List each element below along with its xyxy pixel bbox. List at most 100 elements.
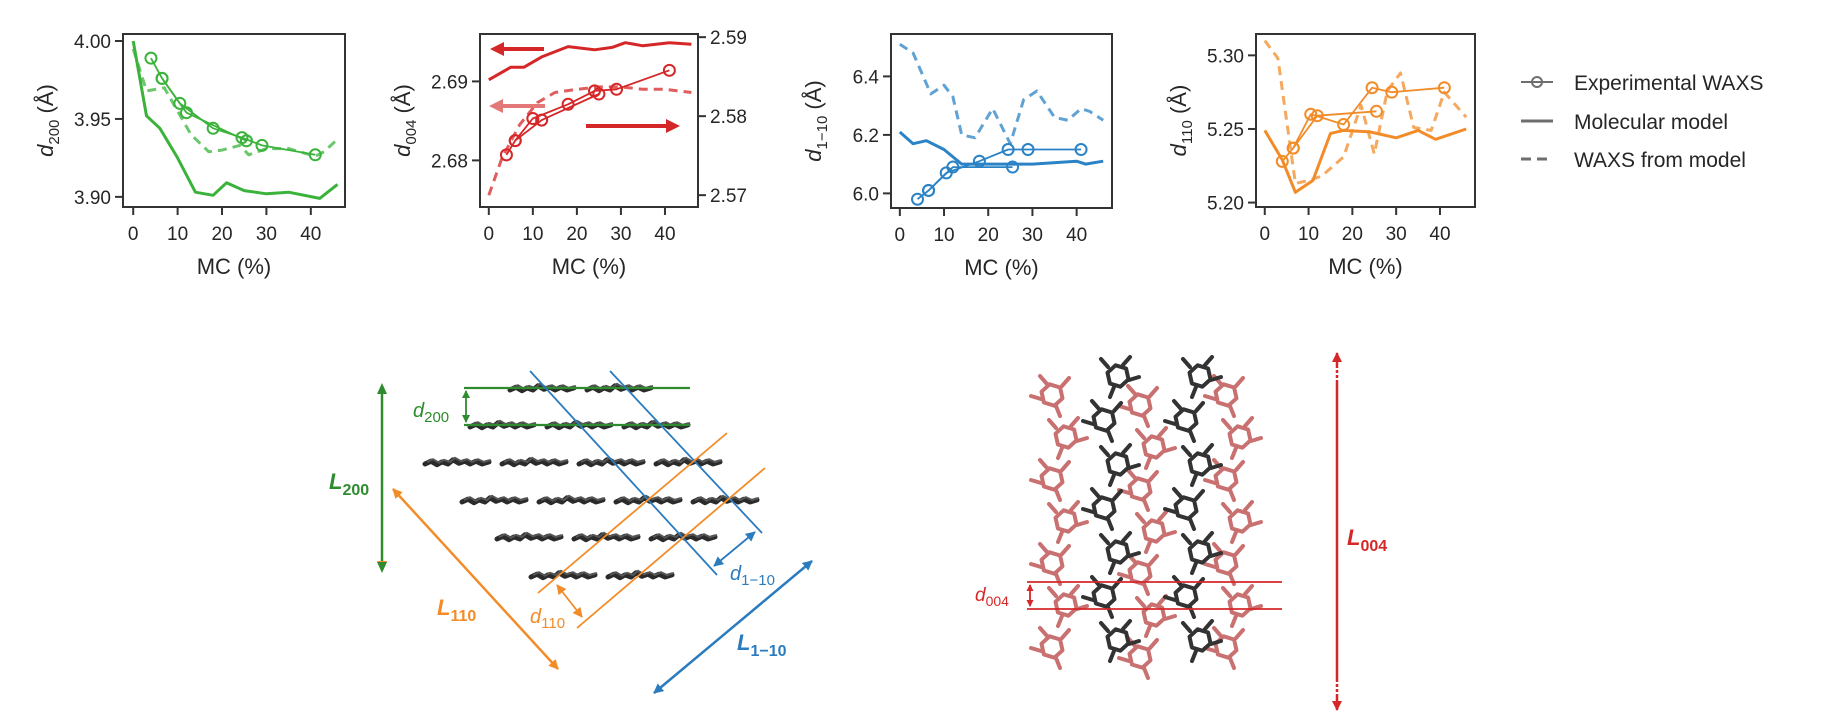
cellulose-chain bbox=[494, 531, 564, 543]
y-axis-label: d110 (Å) bbox=[1166, 85, 1196, 157]
front-chain-ring bbox=[1081, 399, 1123, 443]
data-point bbox=[946, 160, 960, 174]
x-tick-label: 20 bbox=[978, 225, 999, 246]
d1-10-arrow bbox=[713, 531, 756, 567]
d200-label: d200 bbox=[413, 400, 449, 426]
front-chain-ring bbox=[1163, 399, 1205, 443]
x-axis-label: MC (%) bbox=[964, 255, 1039, 280]
back-chain-ring bbox=[1029, 626, 1071, 670]
series-experimental-waxs bbox=[1292, 110, 1377, 149]
plot-frame bbox=[1255, 33, 1476, 208]
y-tick-label: 2.68 bbox=[431, 151, 468, 172]
data-point bbox=[239, 134, 253, 148]
series-molecular-model bbox=[131, 40, 339, 200]
back-chain-ring bbox=[1221, 584, 1263, 628]
cellulose-chain bbox=[499, 456, 569, 468]
front-chain-ring bbox=[1081, 575, 1123, 619]
y2-tick-label: 2.59 bbox=[710, 28, 747, 49]
y-tick-label: 5.20 bbox=[1207, 194, 1244, 215]
data-point bbox=[1006, 160, 1020, 174]
back-chain-ring bbox=[1135, 594, 1177, 638]
x-axis-label: MC (%) bbox=[552, 254, 627, 279]
x-tick-label: 20 bbox=[566, 224, 587, 245]
series-waxs-from-model bbox=[131, 48, 339, 158]
back-chain-ring bbox=[1117, 468, 1159, 512]
front-chain-ring bbox=[1099, 531, 1141, 575]
x-tick-label: 10 bbox=[522, 224, 543, 245]
legend-item-waxs-model: WAXS from model bbox=[1521, 149, 1746, 172]
chart-panel-d200: 0 10 20 30 40 3.90 3.95 4.00 MC (%) d200 (Å) bbox=[33, 32, 346, 279]
back-chain-ring bbox=[1203, 542, 1245, 586]
data-point bbox=[1021, 143, 1035, 157]
back-chain-ring bbox=[1203, 626, 1245, 670]
back-chain-ring bbox=[1221, 416, 1263, 460]
data-point bbox=[179, 106, 193, 120]
cellulose-chain bbox=[422, 456, 492, 468]
y-tick-label: 2.69 bbox=[431, 72, 468, 93]
y2-tick-label: 2.57 bbox=[710, 186, 747, 207]
data-point bbox=[155, 71, 169, 85]
front-chain-ring bbox=[1181, 619, 1223, 663]
x-tick-label: 10 bbox=[167, 224, 188, 245]
y-tick-label: 5.25 bbox=[1207, 120, 1244, 141]
series-molecular-model bbox=[1263, 127, 1467, 194]
front-chain-ring bbox=[1181, 355, 1223, 399]
series-waxs-from-model bbox=[1263, 39, 1468, 185]
glucose-ring-network bbox=[1029, 355, 1263, 680]
crystal-cross-section-diagram: d200 L200 d1−10 L1−10 d110 L110 bbox=[329, 370, 813, 694]
cellulose-chain bbox=[536, 494, 606, 506]
x-tick-label: 20 bbox=[1342, 224, 1363, 245]
y-tick-label: 6.0 bbox=[853, 184, 879, 205]
back-chain-ring bbox=[1047, 500, 1089, 544]
back-chain-ring bbox=[1203, 374, 1245, 418]
back-chain-ring bbox=[1029, 458, 1071, 502]
data-point bbox=[535, 113, 549, 127]
chart-panel-d1-10: 0 10 20 30 40 6.0 6.2 6.4 MC (%) d1−10 (Å) bbox=[801, 33, 1113, 280]
L1-10-arrow bbox=[653, 560, 813, 694]
x-tick-label: 30 bbox=[610, 224, 631, 245]
chart-panel-d110: 0 10 20 30 40 5.20 5.25 5.30 MC (%) d110 (Å) bbox=[1166, 33, 1476, 279]
plane-1-10-a bbox=[529, 370, 718, 576]
back-chain-ring bbox=[1221, 500, 1263, 544]
plot-frame bbox=[122, 33, 346, 208]
series-experimental-waxs bbox=[161, 77, 247, 142]
legend-label-experimental: Experimental WAXS bbox=[1574, 72, 1763, 95]
legend-item-experimental: Experimental WAXS bbox=[1521, 72, 1763, 95]
y-axis-label: d1−10 (Å) bbox=[801, 80, 831, 162]
x-tick-label: 40 bbox=[300, 224, 321, 245]
back-chain-ring bbox=[1117, 552, 1159, 596]
plane-1-10-b bbox=[609, 370, 763, 534]
series-waxs-from-model bbox=[898, 42, 1105, 146]
plane-110-b bbox=[576, 467, 766, 629]
series-group bbox=[898, 42, 1105, 206]
front-chain-ring bbox=[1181, 443, 1223, 487]
back-chain-ring bbox=[1117, 384, 1159, 428]
L004-label: L004 bbox=[1347, 525, 1387, 555]
y2-tick-label: 2.58 bbox=[710, 107, 747, 128]
front-chain-ring bbox=[1163, 487, 1205, 531]
x-axis-label: MC (%) bbox=[197, 254, 272, 279]
back-chain-ring bbox=[1029, 542, 1071, 586]
x-tick-label: 40 bbox=[1066, 225, 1087, 246]
axis-indicator-arrow bbox=[489, 99, 545, 113]
data-point bbox=[1001, 143, 1015, 157]
plane-110-a bbox=[537, 432, 728, 594]
series-group bbox=[487, 41, 692, 196]
front-chain-ring bbox=[1081, 487, 1123, 531]
back-chain-ring bbox=[1047, 584, 1089, 628]
L110-label: L110 bbox=[437, 595, 476, 625]
front-chain-ring bbox=[1099, 355, 1141, 399]
d1-10-label: d1−10 bbox=[730, 563, 775, 589]
plot-frame bbox=[890, 33, 1113, 209]
y-tick-label: 6.2 bbox=[853, 126, 879, 147]
x-tick-label: 0 bbox=[128, 224, 139, 245]
L200-arrowhead-top bbox=[377, 383, 387, 394]
L110-arrow bbox=[392, 488, 559, 670]
series-experimental-waxs bbox=[1281, 86, 1445, 162]
series-molecular-model bbox=[898, 130, 1104, 166]
x-tick-label: 20 bbox=[211, 224, 232, 245]
d110-label: d110 bbox=[530, 606, 565, 632]
x-tick-label: 40 bbox=[1429, 224, 1450, 245]
x-tick-label: 0 bbox=[1259, 224, 1270, 245]
